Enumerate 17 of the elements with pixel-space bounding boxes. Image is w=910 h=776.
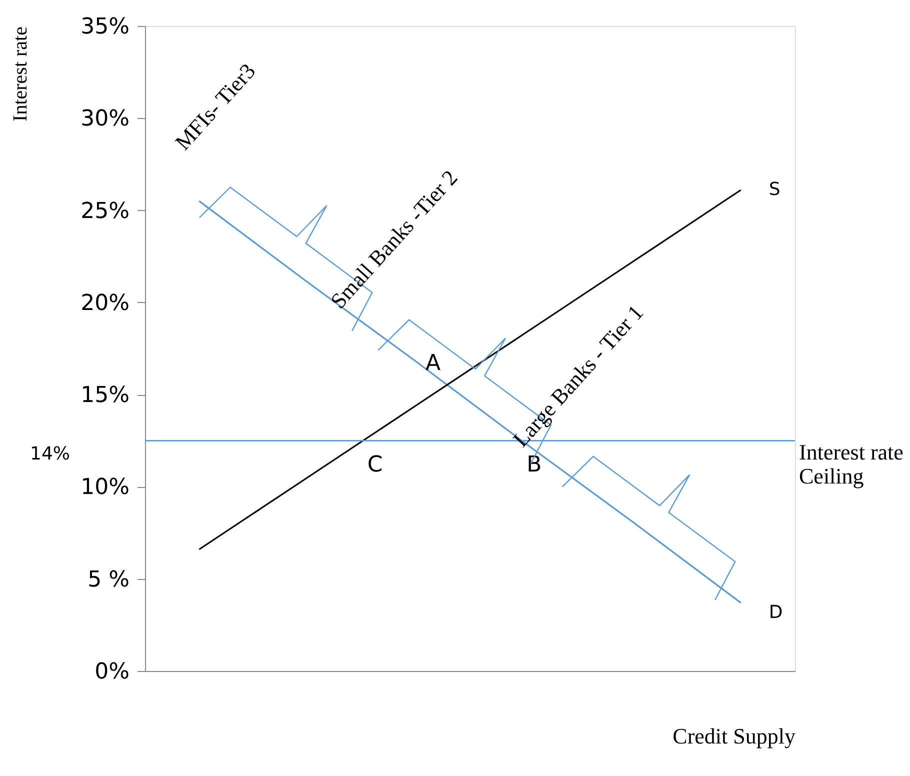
y-tick-label: 5 % — [88, 567, 130, 592]
x-axis-title: Credit Supply — [672, 724, 796, 748]
text: 14% — [30, 444, 70, 465]
y-axis-title: Interest rate — [10, 26, 32, 122]
y-tick-label: 15% — [80, 383, 130, 408]
annotation: B — [526, 452, 542, 478]
y-tick-label: 20% — [80, 290, 130, 316]
y-tick-label: 30% — [80, 106, 130, 132]
series-label: S — [768, 179, 780, 200]
y-tick-label: 0% — [94, 660, 130, 684]
annotation: A — [426, 350, 441, 376]
series-label: D — [768, 602, 783, 623]
ref-line-label: Interest rate Ceiling — [799, 440, 904, 489]
annotation: C — [367, 452, 383, 478]
y-tick-label: 25% — [80, 198, 130, 224]
y-tick-label: 35% — [80, 14, 130, 40]
y-tick-label: 10% — [80, 475, 130, 500]
